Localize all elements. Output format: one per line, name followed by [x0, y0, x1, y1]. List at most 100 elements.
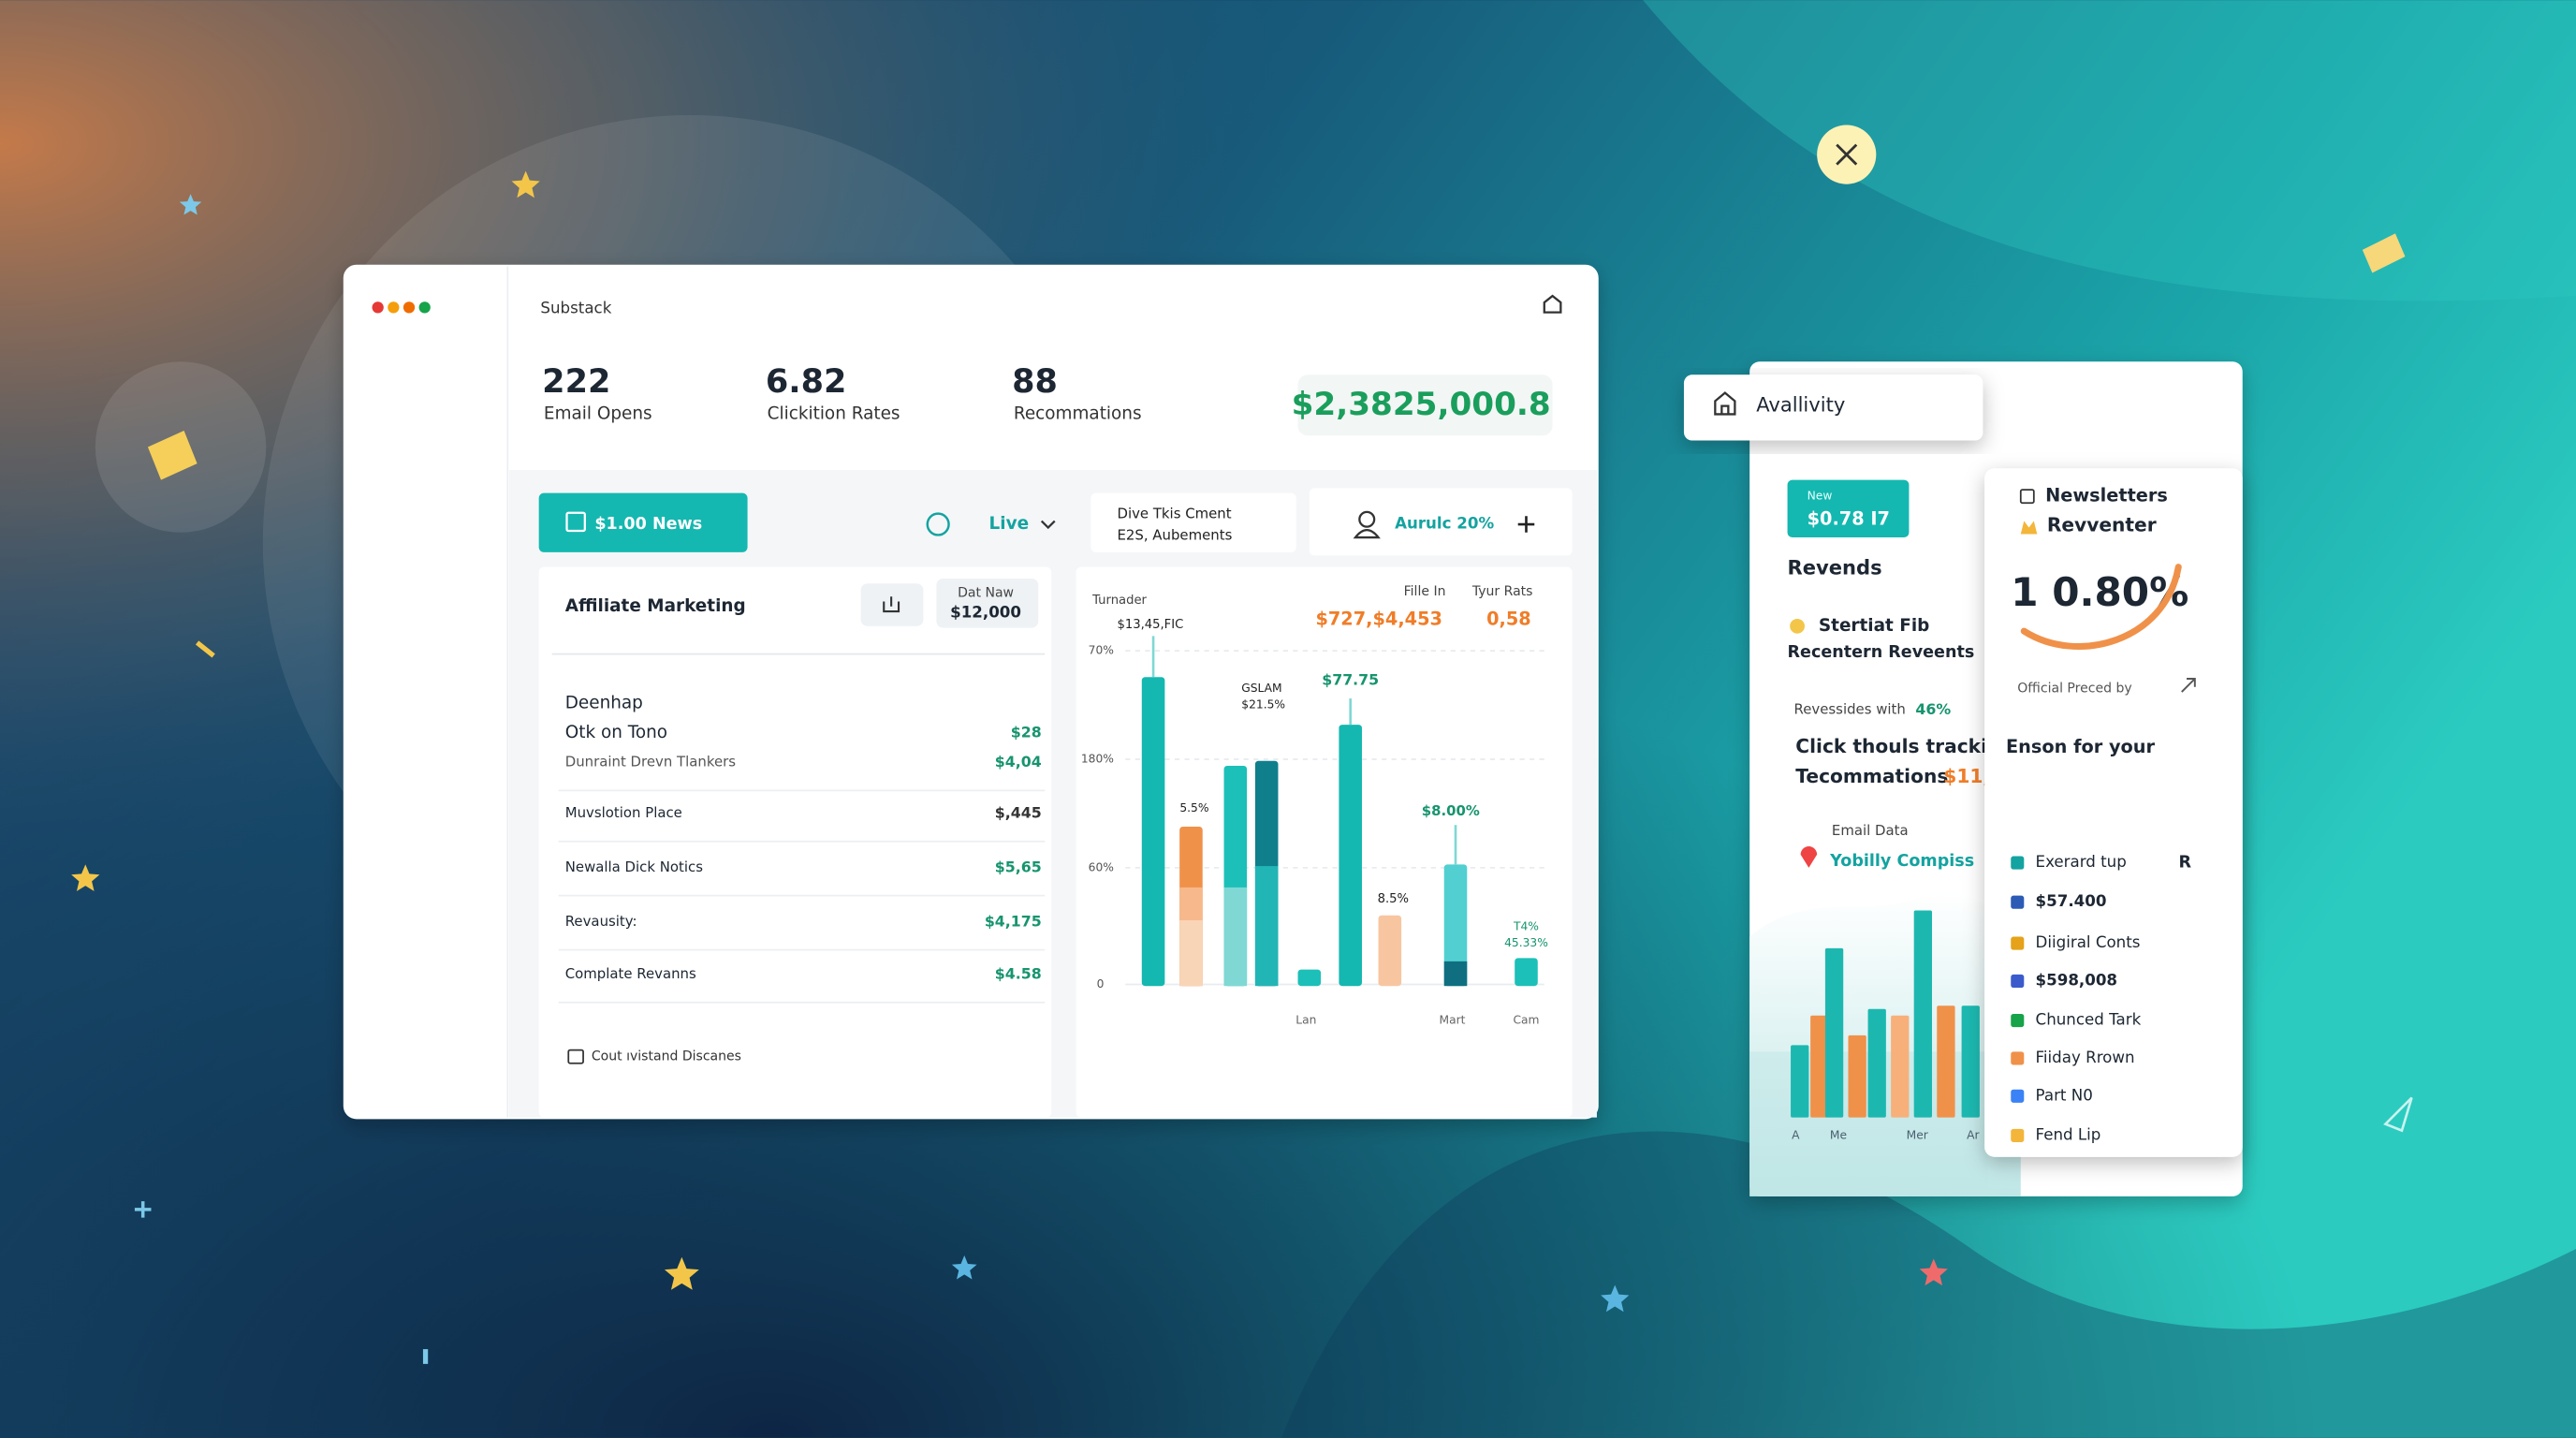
button-label: $1.00 News — [594, 515, 702, 534]
mini-bar — [1961, 1005, 1980, 1118]
chart-bar-segment — [1179, 920, 1203, 987]
stat-label: Clickition Rates — [768, 404, 900, 423]
promo-text: Tecommations — [1795, 765, 1948, 787]
rate-arc — [2020, 564, 2182, 650]
filter-label: Aurulc 20% — [1395, 515, 1494, 533]
promo-text: Click thouls tracking — [1795, 735, 2013, 757]
item-badge: R — [2179, 854, 2192, 873]
chart-bar — [1339, 725, 1362, 987]
star — [511, 170, 540, 198]
chart-bar — [1297, 969, 1322, 987]
star — [951, 1255, 977, 1280]
chart-bar-segment — [1254, 866, 1279, 987]
envelope — [147, 430, 198, 480]
close-icon — [1836, 143, 1858, 166]
stat-label: Recommations — [1014, 404, 1142, 423]
y-axis-label: 180% — [1081, 752, 1114, 765]
row-label: Muvslotion Place — [565, 804, 682, 821]
stat-value: 88 — [1012, 362, 1058, 401]
list-item: Chunced Tark — [2036, 1011, 2142, 1029]
chevron — [1040, 520, 1056, 530]
person-icon — [1358, 510, 1376, 528]
window-dot — [418, 301, 431, 314]
stat-value: 6.82 — [766, 362, 847, 401]
mini-axis-label: Me — [1830, 1128, 1847, 1141]
pin-icon — [1800, 846, 1818, 868]
crown-icon — [2020, 521, 2038, 535]
chart-annotation: T4% — [1513, 920, 1539, 933]
chart-label: Turnader — [1091, 594, 1147, 608]
background-wave — [1643, 0, 2576, 301]
total-box — [1297, 374, 1553, 436]
card-title: Newsletters — [2045, 485, 2168, 506]
row-value: $4,175 — [985, 912, 1042, 930]
home-icon — [1543, 294, 1562, 314]
badge-label: New — [1808, 490, 1833, 503]
chart-annotation: $21.5% — [1241, 698, 1285, 712]
star — [1601, 1284, 1630, 1313]
new-badge — [1787, 479, 1910, 538]
chart-bar — [1141, 677, 1165, 987]
mini-bar — [1791, 1045, 1809, 1118]
chart-annotation: 5.5% — [1179, 801, 1208, 814]
mini-bar — [1913, 910, 1932, 1118]
note-card — [1090, 492, 1296, 552]
row-label: Dunraint Drevn Tlankers — [565, 754, 736, 770]
item-icon — [2011, 1128, 2025, 1142]
star — [179, 194, 202, 215]
row-value: $5,65 — [995, 858, 1042, 875]
email-value: Yobilly Compiss — [1829, 852, 1974, 871]
card-subtitle: Revventer — [2047, 513, 2157, 536]
date-label: Dat Naw — [958, 586, 1014, 601]
sparkle — [195, 640, 215, 658]
chart-annotation: 8.5% — [1378, 892, 1409, 906]
row-label: Newalla Dick Notics — [565, 858, 703, 875]
chart-value: 0,58 — [1486, 608, 1531, 629]
check-icon — [565, 511, 586, 533]
item-title: Stertiat Fib — [1819, 616, 1929, 636]
mini-bar — [1848, 1034, 1866, 1118]
star — [71, 864, 100, 891]
row-value: $,445 — [995, 803, 1042, 821]
envelope — [2362, 233, 2406, 273]
news-button[interactable] — [538, 492, 748, 552]
popup-label: Avallivity — [1756, 393, 1845, 417]
popup-icon — [1714, 391, 1736, 416]
arrow-icon — [2383, 1096, 2413, 1133]
x-axis-label: Lan — [1295, 1014, 1316, 1027]
list-item: $598,008 — [2036, 971, 2117, 989]
person-icon — [1353, 529, 1381, 539]
mini-bar — [1891, 1015, 1910, 1118]
row-value: $28 — [1011, 723, 1042, 741]
chart-bar — [1443, 864, 1468, 987]
window-dot — [372, 301, 384, 314]
mini-bar — [1937, 1005, 1955, 1118]
list-item: Diigiral Conts — [2036, 933, 2141, 951]
list-item: $57.400 — [2036, 892, 2107, 910]
item-icon — [2011, 1089, 2025, 1103]
date-box — [936, 578, 1039, 628]
mini-axis-label: A — [1792, 1128, 1800, 1141]
chart-value: $727,$4,453 — [1315, 608, 1442, 629]
x-axis-label: Mart — [1440, 1014, 1466, 1027]
note-line: Dive Tkis Cment — [1117, 505, 1231, 521]
row-label: Otk on Tono — [565, 723, 667, 742]
list-item: Exerard tup — [2036, 853, 2127, 871]
background-wave — [1281, 1131, 2576, 1438]
mini-bar — [1824, 947, 1844, 1118]
item-subtitle: Recentern Reveents — [1788, 643, 1975, 662]
row-value: $4,04 — [995, 753, 1042, 770]
window-dot — [402, 301, 416, 314]
stat-value: 222 — [542, 362, 610, 401]
item-icon — [2011, 856, 2025, 870]
star — [664, 1256, 699, 1290]
x-axis-label: Cam — [1513, 1014, 1539, 1027]
star — [1919, 1258, 1948, 1286]
mini-bar — [1810, 1015, 1829, 1118]
app-title: Substack — [540, 300, 611, 317]
list-item: Part N0 — [2036, 1086, 2093, 1104]
chart-annotation: GSLAM — [1241, 682, 1281, 695]
row-label: Revausity: — [565, 913, 637, 930]
